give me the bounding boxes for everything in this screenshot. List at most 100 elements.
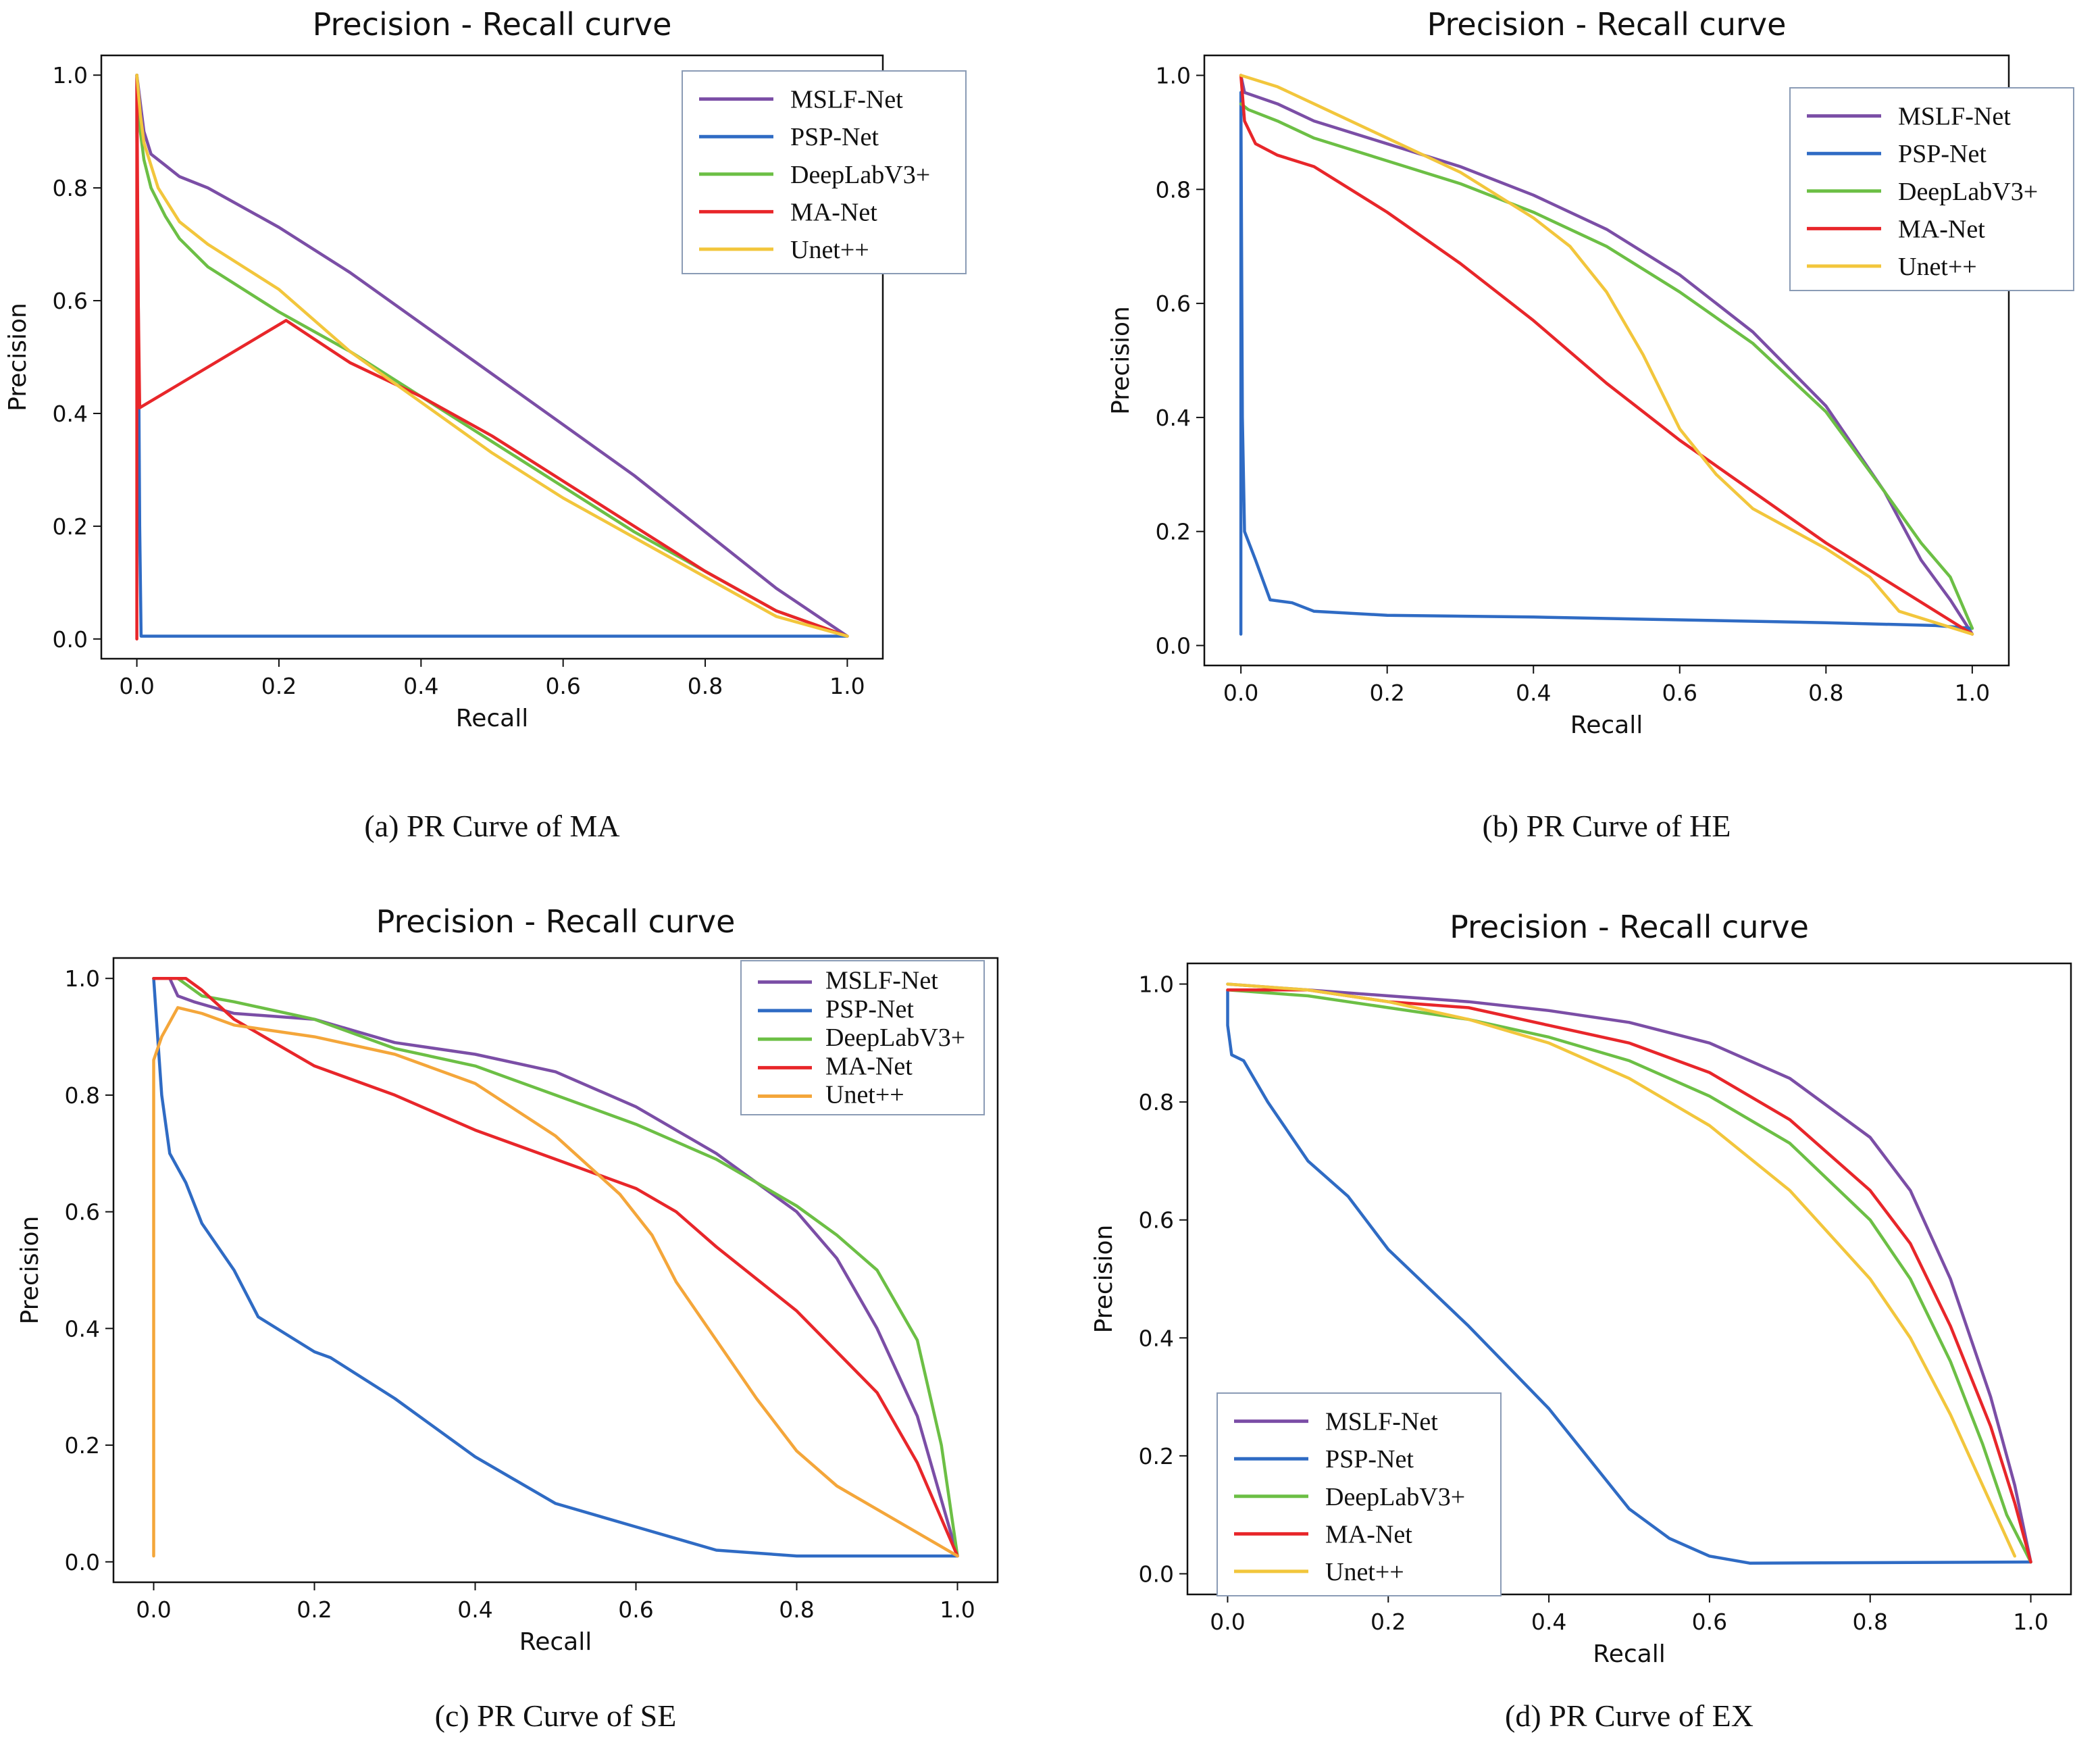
y-tick-label: 1.0	[1139, 972, 1174, 998]
y-tick-label: 1.0	[1156, 63, 1191, 89]
legend-label: PSP-Net	[790, 123, 879, 151]
series-line-mslf-net	[135, 73, 849, 638]
chart-panel-4: Precision - Recall curve 0.0 0.2 0.4 0.6 0.8 1…	[1090, 909, 2072, 1733]
x-tick-label: 1.0	[940, 1596, 975, 1623]
y-tick-label: 0.8	[53, 175, 88, 201]
x-tick-label: 0.0	[119, 673, 154, 699]
x-tick-label: 0.8	[779, 1596, 814, 1623]
legend-label: Unet++	[825, 1081, 904, 1109]
series-line-unet-	[1239, 74, 1974, 636]
legend-label: DeepLabV3+	[1898, 178, 2038, 206]
legend-box	[1217, 1392, 1502, 1596]
x-tick-label: 0.0	[136, 1596, 171, 1623]
legend-label: MSLF-Net	[1898, 103, 2011, 131]
legend-label: DeepLabV3+	[790, 161, 930, 189]
x-tick-label: 0.2	[1371, 1609, 1406, 1635]
series-line-psp-net	[152, 976, 959, 1558]
plot-frame	[1186, 962, 2072, 1596]
y-tick-label: 0.4	[65, 1315, 100, 1342]
y-tick-label: 0.0	[1156, 632, 1191, 659]
y-tick-label: 1.0	[53, 62, 88, 89]
x-tick-label: 0.4	[1516, 680, 1551, 706]
chart-title: Precision - Recall curve	[313, 6, 672, 43]
x-axis-label: Recall	[1593, 1640, 1665, 1668]
series-line-mslf-net	[1226, 982, 2032, 1564]
figure-caption: (d) PR Curve of EX	[1505, 1698, 1753, 1733]
x-axis-label: Recall	[456, 705, 528, 732]
chart-title: Precision - Recall curve	[1450, 909, 1809, 945]
y-tick-label: 0.6	[65, 1199, 100, 1226]
chart-panel-2: Precision - Recall curve 0.0 0.2 0.4 0.6 0.8 1…	[1107, 6, 2074, 843]
x-tick-label: 0.8	[688, 673, 723, 699]
x-tick-label: 0.0	[1223, 680, 1258, 706]
series-line-ma-net	[135, 73, 849, 641]
y-tick-label: 0.6	[53, 288, 88, 314]
series-line-unet-	[135, 73, 849, 638]
legend-label: MA-Net	[790, 198, 877, 226]
x-tick-label: 1.0	[829, 673, 865, 699]
y-tick-label: 0.2	[65, 1432, 100, 1459]
legend: MSLF-Net PSP-Net DeepLabV3+ MA-Net Unet++	[682, 70, 967, 274]
x-tick-label: 0.0	[1210, 1609, 1245, 1635]
plot-frame	[1203, 54, 2010, 667]
figure-caption: (a) PR Curve of MA	[364, 809, 619, 843]
legend-label: MA-Net	[825, 1052, 913, 1080]
y-tick-label: 0.8	[65, 1082, 100, 1109]
series-line-unet-	[1226, 982, 2017, 1558]
y-tick-label: 0.4	[1156, 405, 1191, 431]
x-tick-label: 0.2	[261, 673, 297, 699]
series-line-psp-net	[1239, 91, 1974, 636]
x-tick-label: 0.2	[297, 1596, 332, 1623]
x-tick-label: 0.4	[457, 1596, 492, 1623]
y-tick-label: 0.2	[53, 513, 88, 540]
x-tick-label: 0.8	[1808, 680, 1843, 706]
legend-label: MSLF-Net	[1325, 1408, 1438, 1436]
chart-title: Precision - Recall curve	[1427, 6, 1787, 43]
series-line-ma-net	[1226, 988, 2032, 1564]
x-tick-label: 0.8	[1852, 1609, 1887, 1635]
legend-label: MSLF-Net	[790, 86, 903, 114]
y-tick-label: 0.0	[1139, 1561, 1174, 1587]
legend-label: DeepLabV3+	[1325, 1483, 1465, 1511]
series-line-unet-	[152, 1006, 959, 1558]
chart-title: Precision - Recall curve	[376, 903, 736, 940]
y-axis-label: Precision	[4, 303, 32, 411]
legend-label: DeepLabV3+	[825, 1024, 965, 1052]
legend-label: Unet++	[790, 236, 869, 264]
series-group	[1226, 982, 2032, 1565]
y-tick-label: 0.6	[1156, 291, 1191, 317]
x-tick-label: 0.6	[1692, 1609, 1727, 1635]
y-axis-label: Precision	[1107, 306, 1135, 415]
x-tick-label: 0.2	[1369, 680, 1404, 706]
series-line-deeplabv3-	[1226, 988, 2032, 1564]
x-tick-label: 0.6	[1662, 680, 1697, 706]
legend-label: MSLF-Net	[825, 967, 938, 995]
series-line-mslf-net	[152, 976, 959, 1558]
series-line-psp-net	[1226, 988, 2032, 1565]
x-tick-label: 0.4	[403, 673, 438, 699]
chart-panel-1: Precision - Recall curve 0.0 0.2 0.4 0.6 0.8 1…	[4, 6, 967, 843]
y-tick-label: 1.0	[65, 965, 100, 992]
chart-panel-3: Precision - Recall curve 0.0 0.2 0.4 0.6 0.8 1…	[16, 903, 999, 1733]
x-tick-label: 0.4	[1531, 1609, 1566, 1635]
series-group	[135, 73, 849, 641]
series-line-mslf-net	[1239, 74, 1974, 636]
plot-frame	[100, 54, 884, 660]
series-line-ma-net	[152, 976, 959, 1558]
legend-box	[682, 70, 967, 274]
series-line-deeplabv3-	[1239, 102, 1974, 630]
series-line-deeplabv3-	[152, 976, 959, 1558]
x-tick-label: 1.0	[2013, 1609, 2048, 1635]
y-tick-label: 0.6	[1139, 1207, 1174, 1234]
series-line-deeplabv3-	[135, 73, 849, 638]
y-tick-label: 0.8	[1139, 1089, 1174, 1115]
y-tick-label: 0.2	[1156, 519, 1191, 545]
legend-label: MA-Net	[1325, 1520, 1412, 1548]
x-tick-label: 0.6	[618, 1596, 653, 1623]
legend-label: PSP-Net	[1325, 1445, 1414, 1473]
series-group	[152, 976, 959, 1558]
x-tick-label: 1.0	[1955, 680, 1990, 706]
